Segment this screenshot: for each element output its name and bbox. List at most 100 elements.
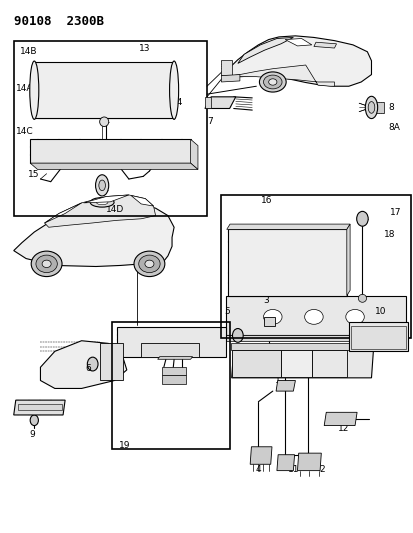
Polygon shape	[30, 163, 197, 169]
Polygon shape	[237, 37, 293, 63]
Ellipse shape	[96, 200, 108, 205]
Ellipse shape	[364, 96, 377, 118]
Ellipse shape	[345, 310, 363, 324]
Polygon shape	[157, 357, 192, 359]
Polygon shape	[204, 97, 235, 109]
Text: 16: 16	[260, 196, 271, 205]
Polygon shape	[275, 381, 295, 391]
Polygon shape	[204, 97, 211, 109]
Polygon shape	[190, 139, 197, 169]
Ellipse shape	[100, 117, 109, 126]
Circle shape	[207, 99, 214, 108]
Ellipse shape	[259, 72, 285, 92]
Ellipse shape	[169, 61, 178, 119]
Text: 10: 10	[374, 307, 385, 316]
Ellipse shape	[138, 255, 160, 272]
Polygon shape	[297, 453, 320, 471]
Polygon shape	[227, 229, 346, 296]
Text: 10A: 10A	[374, 327, 392, 336]
Bar	[161, 367, 186, 375]
Polygon shape	[83, 195, 128, 203]
Text: 8: 8	[387, 103, 393, 112]
Polygon shape	[221, 60, 231, 75]
Bar	[14, 41, 206, 216]
Polygon shape	[14, 203, 174, 266]
Polygon shape	[350, 326, 406, 349]
Polygon shape	[280, 350, 311, 377]
Ellipse shape	[367, 102, 374, 114]
Polygon shape	[141, 343, 198, 357]
Circle shape	[356, 212, 367, 226]
Ellipse shape	[36, 255, 57, 272]
Bar	[161, 375, 186, 384]
Text: 4: 4	[255, 465, 261, 473]
Polygon shape	[14, 400, 65, 415]
Ellipse shape	[268, 79, 276, 85]
Text: 11: 11	[287, 465, 299, 473]
Polygon shape	[30, 139, 190, 163]
Polygon shape	[348, 322, 408, 351]
Polygon shape	[100, 343, 122, 381]
Polygon shape	[225, 335, 406, 341]
Text: 7: 7	[206, 117, 212, 126]
Ellipse shape	[145, 260, 154, 268]
Polygon shape	[346, 224, 349, 296]
Circle shape	[87, 357, 98, 371]
Text: 5: 5	[224, 307, 230, 316]
Polygon shape	[313, 42, 336, 48]
Text: 14D: 14D	[106, 205, 124, 214]
Ellipse shape	[263, 310, 281, 324]
Polygon shape	[263, 317, 274, 326]
Text: 2: 2	[318, 465, 324, 473]
Text: 6: 6	[85, 365, 91, 373]
Polygon shape	[45, 203, 81, 223]
Polygon shape	[225, 65, 334, 86]
Ellipse shape	[90, 198, 114, 207]
Text: 12: 12	[337, 424, 348, 433]
Ellipse shape	[263, 75, 281, 89]
Polygon shape	[285, 38, 311, 46]
Text: 14A: 14A	[16, 84, 33, 93]
Circle shape	[232, 328, 242, 342]
Polygon shape	[45, 195, 155, 227]
Text: 14: 14	[172, 98, 183, 107]
Polygon shape	[231, 349, 373, 378]
Text: 13: 13	[139, 44, 150, 53]
Ellipse shape	[99, 180, 105, 191]
Ellipse shape	[42, 260, 51, 268]
Ellipse shape	[30, 61, 39, 119]
Circle shape	[30, 415, 38, 425]
Polygon shape	[221, 75, 239, 82]
Text: 18: 18	[383, 230, 394, 239]
Polygon shape	[375, 102, 383, 113]
Bar	[112, 322, 229, 449]
Polygon shape	[34, 62, 174, 118]
Text: 14C: 14C	[16, 127, 33, 136]
Text: 15: 15	[28, 170, 40, 179]
Text: 3: 3	[263, 296, 269, 305]
Polygon shape	[311, 350, 346, 377]
Polygon shape	[323, 413, 356, 425]
Polygon shape	[40, 341, 126, 389]
Polygon shape	[231, 350, 280, 377]
Polygon shape	[225, 296, 406, 335]
Text: 14B: 14B	[20, 47, 37, 56]
Ellipse shape	[304, 310, 323, 324]
Ellipse shape	[358, 294, 366, 302]
Polygon shape	[226, 224, 349, 229]
Ellipse shape	[95, 175, 109, 196]
Ellipse shape	[134, 251, 164, 277]
Polygon shape	[131, 196, 153, 206]
Polygon shape	[221, 36, 370, 86]
Polygon shape	[116, 327, 225, 357]
Text: 8A: 8A	[387, 123, 399, 132]
Polygon shape	[18, 405, 62, 410]
Text: 17: 17	[389, 208, 401, 217]
Text: 9: 9	[29, 430, 35, 439]
Text: 90108  2300B: 90108 2300B	[14, 14, 104, 28]
Polygon shape	[230, 343, 371, 350]
Ellipse shape	[31, 251, 62, 277]
Polygon shape	[249, 447, 271, 464]
Text: 1: 1	[274, 376, 280, 385]
Bar	[221, 195, 410, 338]
